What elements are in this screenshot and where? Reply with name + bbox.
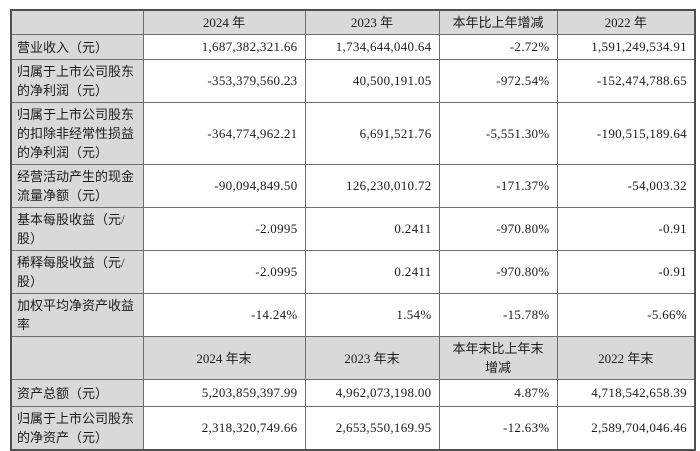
col-header-2024: 2024 年	[142, 9, 306, 35]
col-header-2023-end: 2023 年末	[304, 336, 440, 380]
row-label: 归属于上市公司股东的扣除非经常性损益的净利润（元）	[10, 102, 144, 165]
value-2023: 0.2411	[304, 250, 440, 294]
value-yoy: -972.54%	[438, 59, 558, 103]
value-2023: 1,734,644,040.64	[304, 34, 440, 60]
col-header-2024-end: 2024 年末	[142, 336, 306, 380]
value-2024-end: 2,318,320,749.66	[142, 406, 306, 451]
value-2023: 6,691,521.76	[304, 102, 440, 165]
row-net-profit-attributable: 归属于上市公司股东的净利润（元） -353,379,560.23 40,500,…	[10, 59, 696, 103]
value-2024-end: 5,203,859,397.99	[142, 379, 306, 407]
value-2024: -2.0995	[142, 250, 306, 294]
row-basic-eps: 基本每股收益（元/股） -2.0995 0.2411 -970.80% -0.9…	[10, 207, 696, 251]
value-2023: 40,500,191.05	[304, 59, 440, 103]
col-header-2022-end: 2022 年末	[556, 336, 696, 380]
row-label: 归属于上市公司股东的净资产（元）	[10, 406, 144, 451]
corner-blank-cell	[10, 9, 144, 35]
value-2023-end: 4,962,073,198.00	[304, 379, 440, 407]
period-end-header-row: 2024 年末 2023 年末 本年末比上年末增减 2022 年末	[10, 336, 696, 380]
value-2022: 1,591,249,534.91	[556, 34, 696, 60]
value-2023: 1.54%	[304, 293, 440, 337]
col-header-yoy-end-change: 本年末比上年末增减	[438, 336, 558, 380]
financial-summary-table: 2024 年 2023 年 本年比上年增减 2022 年 营业收入（元） 1,6…	[10, 9, 696, 451]
value-yoy: -171.37%	[438, 164, 558, 208]
row-label: 营业收入（元）	[10, 34, 144, 60]
value-2024: -14.24%	[142, 293, 306, 337]
value-2022-end: 4,718,542,658.39	[556, 379, 696, 407]
period-header-row: 2024 年 2023 年 本年比上年增减 2022 年	[10, 9, 696, 35]
value-2024: -353,379,560.23	[142, 59, 306, 103]
value-2022: -0.91	[556, 250, 696, 294]
value-yoy-end: 4.87%	[438, 379, 558, 407]
row-label: 稀释每股收益（元/股）	[10, 250, 144, 294]
value-2022: -54,003.32	[556, 164, 696, 208]
value-2024: -2.0995	[142, 207, 306, 251]
col-header-2022: 2022 年	[556, 9, 696, 35]
row-operating-cash-flow: 经营活动产生的现金流量净额（元） -90,094,849.50 126,230,…	[10, 164, 696, 208]
corner-blank-cell	[10, 336, 144, 380]
row-label: 基本每股收益（元/股）	[10, 207, 144, 251]
row-total-assets: 资产总额（元） 5,203,859,397.99 4,962,073,198.0…	[10, 379, 696, 407]
row-label: 经营活动产生的现金流量净额（元）	[10, 164, 144, 208]
value-2022: -0.91	[556, 207, 696, 251]
col-header-yoy-change: 本年比上年增减	[438, 9, 558, 35]
value-yoy-end: -12.63%	[438, 406, 558, 451]
value-2022: -190,515,189.64	[556, 102, 696, 165]
row-operating-revenue: 营业收入（元） 1,687,382,321.66 1,734,644,040.6…	[10, 34, 696, 60]
value-2023-end: 2,653,550,169.95	[304, 406, 440, 451]
row-label: 归属于上市公司股东的净利润（元）	[10, 59, 144, 103]
row-label: 资产总额（元）	[10, 379, 144, 407]
value-yoy: -970.80%	[438, 250, 558, 294]
row-net-profit-excl-nonrecurring: 归属于上市公司股东的扣除非经常性损益的净利润（元） -364,774,962.2…	[10, 102, 696, 165]
value-yoy: -970.80%	[438, 207, 558, 251]
value-2023: 126,230,010.72	[304, 164, 440, 208]
value-yoy: -5,551.30%	[438, 102, 558, 165]
col-header-2023: 2023 年	[304, 9, 440, 35]
row-net-assets-attributable: 归属于上市公司股东的净资产（元） 2,318,320,749.66 2,653,…	[10, 406, 696, 451]
value-yoy: -2.72%	[438, 34, 558, 60]
row-weighted-avg-roe: 加权平均净资产收益率 -14.24% 1.54% -15.78% -5.66%	[10, 293, 696, 337]
value-2024: 1,687,382,321.66	[142, 34, 306, 60]
value-2024: -90,094,849.50	[142, 164, 306, 208]
value-yoy: -15.78%	[438, 293, 558, 337]
value-2022-end: 2,589,704,046.46	[556, 406, 696, 451]
row-label: 加权平均净资产收益率	[10, 293, 144, 337]
value-2022: -5.66%	[556, 293, 696, 337]
value-2023: 0.2411	[304, 207, 440, 251]
value-2022: -152,474,788.65	[556, 59, 696, 103]
row-diluted-eps: 稀释每股收益（元/股） -2.0995 0.2411 -970.80% -0.9…	[10, 250, 696, 294]
value-2024: -364,774,962.21	[142, 102, 306, 165]
